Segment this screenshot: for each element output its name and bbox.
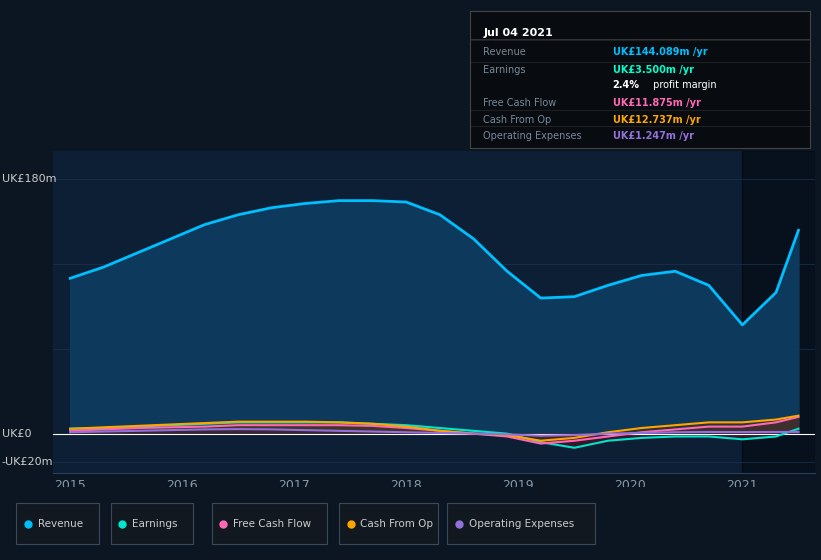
Text: Revenue: Revenue bbox=[38, 519, 83, 529]
Text: UK£12.737m /yr: UK£12.737m /yr bbox=[612, 115, 700, 124]
FancyBboxPatch shape bbox=[447, 503, 595, 544]
Text: Earnings: Earnings bbox=[484, 65, 525, 75]
Text: Free Cash Flow: Free Cash Flow bbox=[484, 98, 557, 108]
Text: UK£0: UK£0 bbox=[2, 428, 31, 438]
Text: UK£11.875m /yr: UK£11.875m /yr bbox=[612, 98, 700, 108]
Text: UK£3.500m /yr: UK£3.500m /yr bbox=[612, 65, 694, 75]
Text: 2.4%: 2.4% bbox=[612, 80, 640, 90]
Text: UK£144.089m /yr: UK£144.089m /yr bbox=[612, 48, 708, 57]
Text: Free Cash Flow: Free Cash Flow bbox=[233, 519, 311, 529]
Text: Operating Expenses: Operating Expenses bbox=[484, 131, 582, 141]
FancyBboxPatch shape bbox=[16, 503, 99, 544]
Text: Cash From Op: Cash From Op bbox=[484, 115, 552, 124]
FancyBboxPatch shape bbox=[339, 503, 438, 544]
Text: profit margin: profit margin bbox=[650, 80, 717, 90]
Text: Jul 04 2021: Jul 04 2021 bbox=[484, 27, 553, 38]
Text: Operating Expenses: Operating Expenses bbox=[469, 519, 574, 529]
FancyBboxPatch shape bbox=[212, 503, 327, 544]
Text: Earnings: Earnings bbox=[132, 519, 177, 529]
Text: Revenue: Revenue bbox=[484, 48, 526, 57]
Text: -UK£20m: -UK£20m bbox=[2, 457, 53, 467]
Text: UK£1.247m /yr: UK£1.247m /yr bbox=[612, 131, 694, 141]
Bar bbox=[742, 151, 815, 473]
FancyBboxPatch shape bbox=[111, 503, 193, 544]
Text: UK£180m: UK£180m bbox=[2, 175, 56, 184]
Text: Cash From Op: Cash From Op bbox=[360, 519, 433, 529]
